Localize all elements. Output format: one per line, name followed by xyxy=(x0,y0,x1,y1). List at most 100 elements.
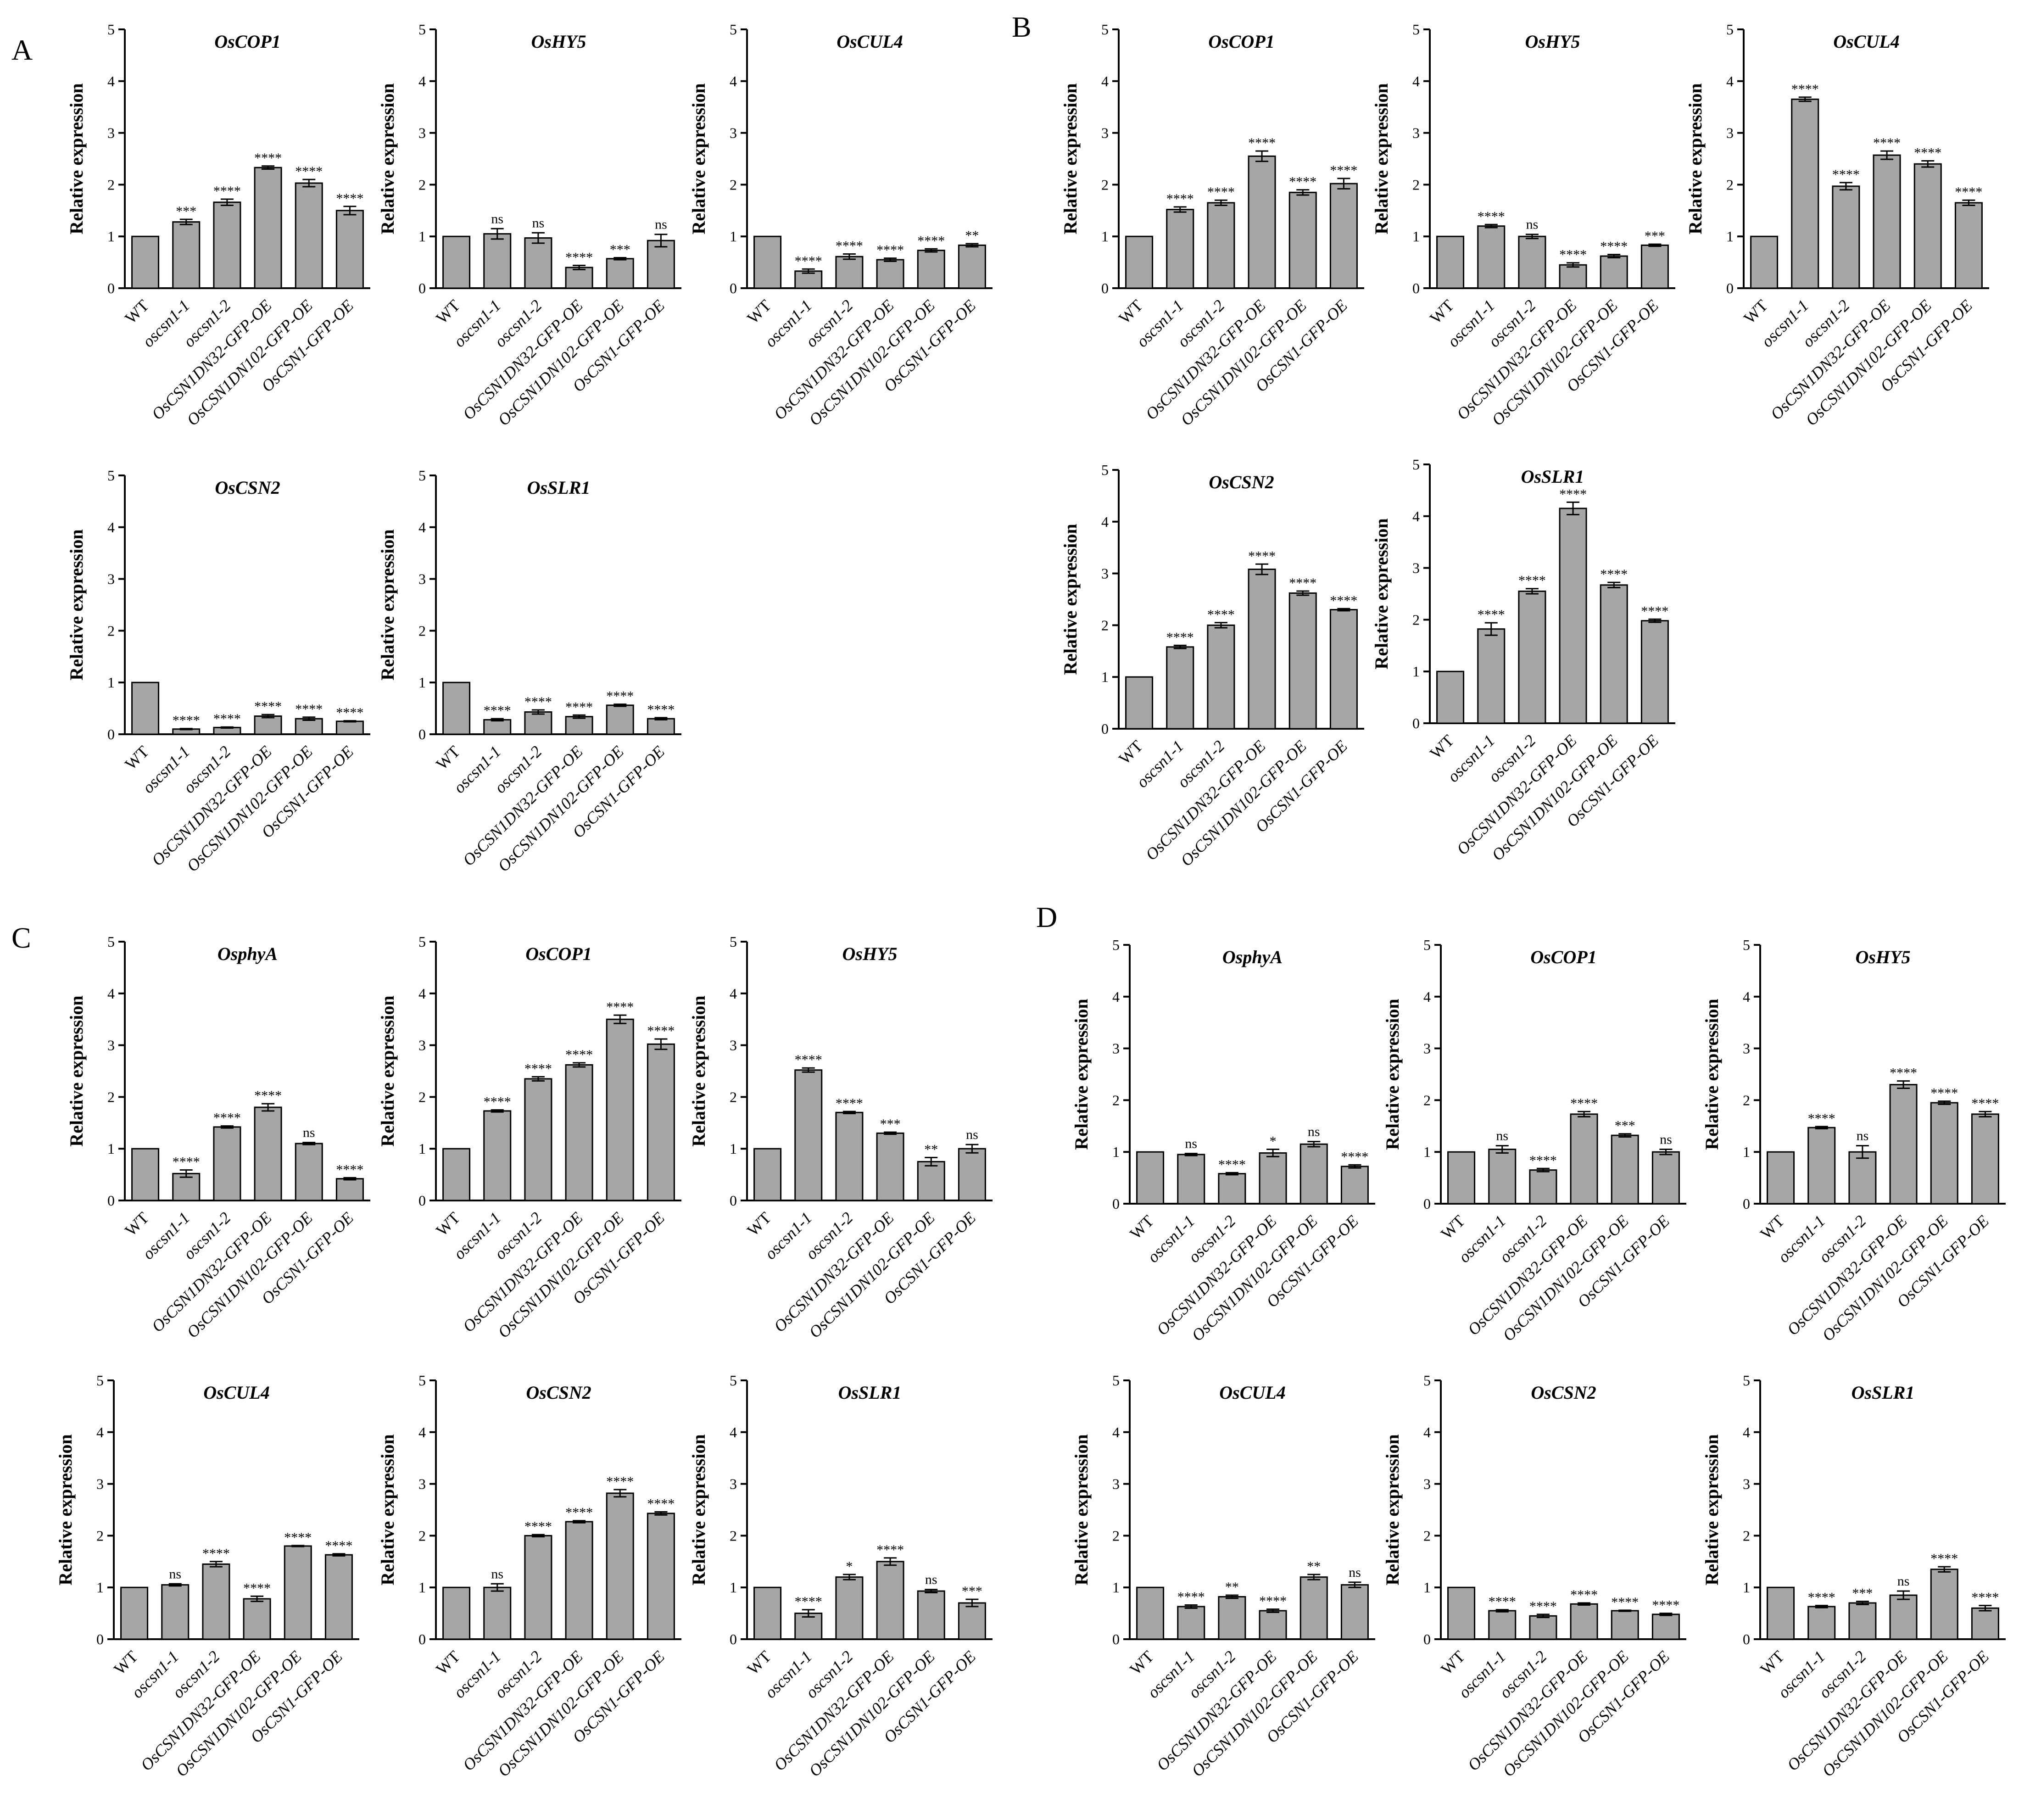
y-tick-label: 1 xyxy=(1112,1579,1120,1596)
bar xyxy=(1166,209,1194,289)
y-tick-label: 2 xyxy=(107,622,115,639)
bar xyxy=(1299,1143,1328,1205)
significance-label: **** xyxy=(565,1047,593,1062)
bar xyxy=(565,1064,593,1201)
significance-label: ns xyxy=(532,215,545,230)
bar xyxy=(794,270,823,289)
significance-label: **** xyxy=(1478,607,1505,622)
y-tick-label: 1 xyxy=(730,1140,737,1157)
significance-label: **** xyxy=(1207,607,1235,622)
significance-label: **** xyxy=(1808,1111,1835,1126)
y-tick-label: 1 xyxy=(1412,228,1420,245)
y-tick-label: 1 xyxy=(107,674,115,691)
y-tick-label: 2 xyxy=(1101,176,1109,193)
significance-label: **** xyxy=(1930,1086,1958,1101)
y-tick-label: 1 xyxy=(1743,1579,1750,1596)
y-tick-label: 2 xyxy=(418,1089,426,1105)
chart-title: OsphyA xyxy=(218,943,278,964)
bar xyxy=(647,718,675,735)
bar xyxy=(958,1148,986,1201)
y-tick-label: 2 xyxy=(107,1089,115,1105)
bar xyxy=(524,237,552,289)
bar xyxy=(1259,1152,1287,1205)
y-tick-label: 5 xyxy=(418,933,426,950)
y-tick-label: 1 xyxy=(418,1579,426,1596)
chart-title: OsCUL4 xyxy=(837,31,903,52)
chart-title: OsHY5 xyxy=(1856,947,1911,967)
significance-label: **** xyxy=(1248,548,1276,564)
y-tick-label: 0 xyxy=(418,726,426,743)
bar xyxy=(442,681,471,735)
significance-label: *** xyxy=(1852,1586,1873,1601)
y-tick-label: 5 xyxy=(107,933,115,950)
y-tick-label: 2 xyxy=(1743,1092,1750,1108)
significance-label: **** xyxy=(606,1474,634,1489)
bar xyxy=(753,1586,782,1640)
significance-label: **** xyxy=(1518,573,1546,588)
category-label: WT xyxy=(1426,296,1457,327)
significance-label: **** xyxy=(1559,247,1587,262)
significance-label: **** xyxy=(647,702,675,717)
bar xyxy=(835,1111,864,1201)
category-label: WT xyxy=(1126,1647,1157,1678)
y-tick-label: 2 xyxy=(96,1527,104,1544)
y-tick-label: 4 xyxy=(730,985,737,1002)
significance-label: ns xyxy=(303,1125,315,1140)
bar xyxy=(131,235,160,289)
y-tick-label: 0 xyxy=(1101,280,1109,296)
y-tick-label: 1 xyxy=(96,1579,104,1596)
y-tick-label: 0 xyxy=(1412,280,1420,296)
y-tick-label: 3 xyxy=(1101,565,1109,582)
chart-title: OsCOP1 xyxy=(525,943,591,964)
y-axis-label: Relative expression xyxy=(1060,524,1081,675)
bar xyxy=(1971,1113,1999,1205)
significance-label: **** xyxy=(213,1111,241,1126)
significance-label: *** xyxy=(1645,229,1665,244)
bar xyxy=(1447,1586,1476,1640)
significance-label: *** xyxy=(962,1584,982,1599)
bar xyxy=(917,1590,945,1640)
y-axis-label: Relative expression xyxy=(688,1434,709,1585)
significance-label: ns xyxy=(1185,1136,1197,1151)
category-label: WT xyxy=(743,1208,775,1239)
significance-label: **** xyxy=(1791,82,1819,97)
y-tick-label: 0 xyxy=(1423,1195,1431,1212)
bar xyxy=(1329,609,1358,730)
bar xyxy=(442,1148,471,1201)
y-tick-label: 1 xyxy=(1412,663,1420,680)
bar xyxy=(958,244,986,289)
significance-label: **** xyxy=(1489,1594,1516,1609)
significance-label: **** xyxy=(1248,135,1276,151)
significance-label: **** xyxy=(1600,239,1628,254)
y-tick-label: 2 xyxy=(1112,1527,1120,1544)
y-tick-label: 4 xyxy=(730,73,737,89)
category-label: WT xyxy=(1115,737,1146,768)
bar xyxy=(565,267,593,289)
y-tick-label: 4 xyxy=(1112,988,1120,1005)
y-tick-label: 0 xyxy=(96,1631,104,1647)
y-tick-label: 2 xyxy=(418,622,426,639)
y-tick-label: 4 xyxy=(107,519,115,536)
significance-label: * xyxy=(846,1559,853,1574)
y-tick-label: 0 xyxy=(730,1192,737,1209)
y-axis-label: Relative expression xyxy=(1685,83,1706,234)
y-tick-label: 1 xyxy=(418,674,426,691)
significance-label: ** xyxy=(1307,1559,1321,1574)
category-label: WT xyxy=(121,296,152,327)
bar xyxy=(1288,191,1317,289)
category-label: WT xyxy=(432,1208,463,1239)
y-tick-label: 4 xyxy=(1423,1424,1431,1440)
y-tick-label: 5 xyxy=(418,467,426,484)
bar xyxy=(1518,590,1546,724)
significance-label: **** xyxy=(1808,1590,1835,1605)
significance-label: **** xyxy=(1478,209,1505,224)
bar xyxy=(958,1602,986,1640)
chart-title: OsHY5 xyxy=(1525,31,1580,52)
bar xyxy=(172,1172,201,1201)
